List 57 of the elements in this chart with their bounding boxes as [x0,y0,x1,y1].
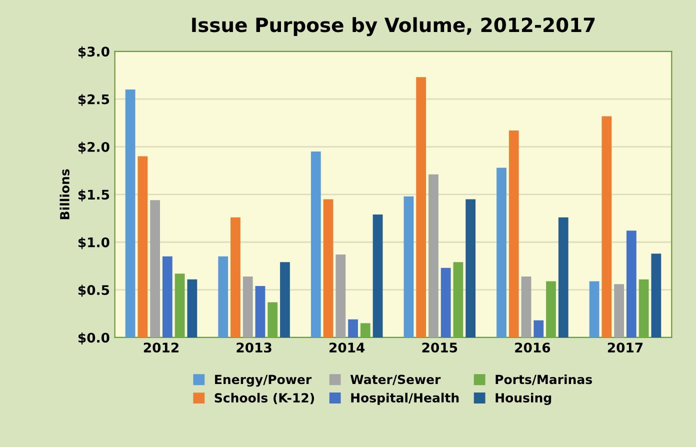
bar [187,279,198,338]
legend-label: Schools (K-12) [214,392,314,404]
bar [138,156,148,338]
x-tick-label: 2012 [144,342,178,353]
bar [162,256,172,338]
bar [336,254,346,338]
bar [360,323,370,338]
bar [310,152,321,338]
bar [174,274,185,338]
y-tick-label: $2.5 [78,94,110,106]
y-axis-title: Billions [60,169,70,220]
bar [280,262,290,338]
bar [242,276,253,338]
y-tick-label: $0.0 [78,332,110,344]
y-tick-label: $3.0 [78,46,110,58]
x-tick-label: 2014 [330,342,365,353]
bar [589,281,600,338]
x-tick-label: 2015 [422,342,458,353]
bar [125,90,136,338]
legend-label: Ports/Marinas [496,374,592,386]
bar [602,116,612,338]
chart-title: Issue Purpose by Volume, 2012-2017 [192,17,595,36]
bar [404,196,414,338]
bar [268,302,278,338]
bar [440,268,451,338]
x-tick-label: 2017 [608,342,643,353]
bar [323,199,334,338]
bar [218,256,228,338]
bar [496,168,506,338]
x-tick-label: 2016 [515,342,550,353]
bar [558,217,568,338]
bar [534,320,544,338]
bar [372,214,383,338]
bar [453,262,464,338]
legend-label: Housing [496,392,552,406]
bar [466,199,476,338]
x-tick-label: 2013 [236,342,272,353]
bar [508,130,519,338]
bar [150,200,160,338]
bar [428,174,438,338]
y-tick-label: $2.0 [78,142,110,154]
y-tick-label: $1.0 [78,237,110,250]
bar [521,276,532,338]
bar [255,286,266,338]
bar [546,281,556,338]
bar [230,217,240,338]
bar [614,284,624,338]
legend-label: Water/Sewer [350,374,441,386]
bar [651,254,662,338]
legend-label: Hospital/Health [351,392,459,405]
bar [416,77,426,338]
bar [348,319,358,338]
bar [638,279,649,338]
bar [626,230,636,338]
y-tick-label: $0.5 [78,284,110,297]
y-tick-label: $1.5 [78,189,110,202]
legend-label: Energy/Power [215,374,312,387]
